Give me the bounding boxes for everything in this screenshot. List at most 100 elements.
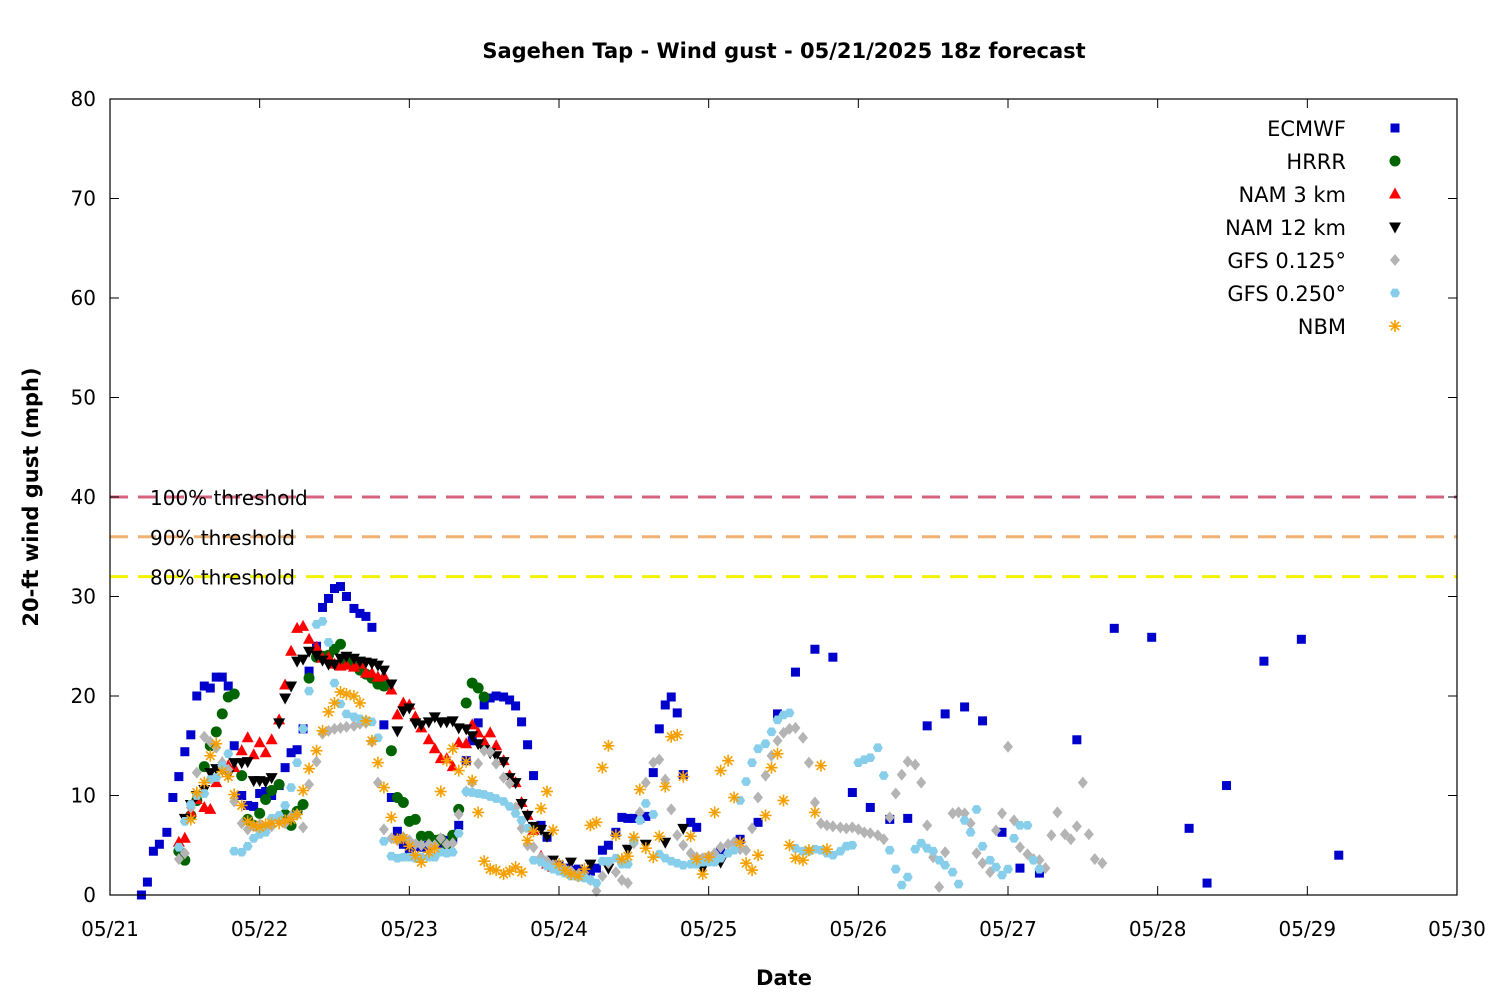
data-point-ecmwf [473, 718, 483, 728]
data-point-gfs-0-250 [453, 828, 464, 838]
data-point-nam-12-km [328, 659, 341, 671]
data-point-ecmwf [1109, 623, 1119, 633]
y-tick-label: 0 [83, 883, 96, 907]
data-point-nam-3-km [204, 802, 217, 814]
data-point-hrrr [260, 793, 272, 805]
data-point-gfs-0-125 [435, 832, 446, 845]
data-point-gfs-0-125 [1014, 841, 1025, 854]
data-point-ecmwf [349, 603, 359, 613]
data-point-nbm [740, 857, 753, 870]
data-point-nam-12-km [584, 859, 597, 871]
data-point-nbm [789, 852, 802, 865]
x-tick-label: 05/30 [1428, 917, 1486, 941]
data-point-gfs-0-125 [610, 866, 621, 879]
data-point-gfs-0-125 [953, 806, 964, 819]
data-point-gfs-0-250 [934, 855, 945, 865]
data-point-ecmwf [499, 692, 509, 702]
data-point-nbm [734, 836, 747, 849]
x-tick-label: 05/23 [381, 917, 439, 941]
data-point-nam-12-km [564, 857, 577, 869]
data-point-gfs-0-125 [821, 819, 832, 832]
data-point-nam-12-km [285, 681, 298, 693]
data-point-nbm [696, 868, 709, 881]
data-point-gfs-0-250 [971, 805, 982, 814]
legend-marker-ecmwf [1390, 123, 1400, 133]
data-point-gfs-0-125 [971, 847, 982, 860]
data-point-gfs-0-250 [928, 846, 939, 856]
data-point-gfs-0-125 [947, 807, 958, 820]
data-point-nam-12-km [415, 720, 428, 732]
data-point-gfs-0-125 [784, 722, 795, 735]
data-point-nbm [746, 864, 759, 877]
data-point-nbm [714, 764, 727, 777]
data-point-ecmwf [205, 683, 215, 693]
data-point-hrrr [273, 779, 285, 791]
series-nbm [184, 686, 833, 883]
data-point-ecmwf [1202, 878, 1212, 888]
data-point-nbm [265, 817, 278, 830]
data-point-nam-12-km [497, 757, 510, 769]
threshold-lines: 100% threshold 90% threshold 80% threshold [110, 486, 1457, 590]
data-point-nam-3-km [365, 666, 378, 678]
data-point-nam-12-km [515, 798, 528, 810]
data-point-nbm [452, 764, 465, 777]
data-point-ecmwf [304, 666, 314, 676]
data-point-nbm [385, 811, 398, 824]
data-point-nbm [403, 840, 416, 853]
data-point-gfs-0-250 [772, 715, 783, 725]
data-point-nbm [497, 868, 510, 881]
data-point-ecmwf [1184, 823, 1194, 833]
data-point-nam-12-km [259, 777, 272, 789]
data-point-nam-12-km [385, 679, 398, 691]
data-point-ecmwf [623, 813, 633, 823]
data-point-gfs-0-250 [185, 800, 196, 809]
data-point-gfs-0-250 [280, 801, 291, 810]
data-point-nbm [190, 786, 203, 799]
data-point-nam-12-km [310, 650, 323, 662]
data-point-gfs-0-125 [491, 757, 502, 770]
x-tick-label: 05/25 [680, 917, 738, 941]
data-point-gfs-0-125 [372, 776, 383, 789]
data-point-nbm [659, 780, 672, 793]
data-point-ecmwf [585, 866, 595, 876]
legend-label-ecmwf: ECMWF [1267, 117, 1346, 141]
data-point-gfs-0-125 [753, 791, 764, 804]
legend-marker-gfs-0-125 [1390, 254, 1400, 266]
data-point-gfs-0-250 [747, 758, 758, 767]
data-point-nam-12-km [241, 757, 254, 769]
data-point-gfs-0-250 [242, 841, 253, 851]
data-point-gfs-0-125 [672, 829, 683, 842]
data-point-nbm [353, 696, 366, 709]
data-point-nbm [541, 785, 554, 798]
data-point-hrrr [334, 638, 346, 650]
data-point-gfs-0-250 [372, 733, 383, 743]
data-point-nbm [478, 855, 491, 868]
data-point-gfs-0-125 [772, 734, 783, 747]
data-point-ecmwf [318, 602, 328, 612]
data-point-nbm [578, 863, 591, 876]
data-point-nam-12-km [347, 653, 360, 665]
data-point-gfs-0-250 [902, 872, 913, 882]
x-tick-label: 05/28 [1129, 917, 1187, 941]
data-point-gfs-0-125 [991, 824, 1002, 837]
data-point-ecmwf [335, 582, 345, 592]
data-point-gfs-0-125 [329, 722, 340, 735]
data-point-gfs-0-125 [1089, 853, 1100, 866]
data-point-ecmwf [229, 741, 239, 751]
legend-marker-nam-3-km [1389, 187, 1401, 199]
x-tick-label: 05/27 [979, 917, 1037, 941]
data-point-gfs-0-125 [1003, 740, 1013, 753]
data-point-gfs-0-125 [1022, 848, 1033, 861]
data-point-ecmwf [654, 724, 664, 734]
data-point-nbm [783, 839, 796, 852]
data-point-ecmwf [261, 787, 271, 797]
data-point-nbm [777, 794, 790, 807]
data-point-nbm [820, 843, 833, 856]
data-point-gfs-0-125 [634, 806, 645, 819]
data-point-gfs-0-125 [884, 811, 895, 824]
data-point-gfs-0-250 [985, 855, 996, 865]
legend-label-nam-12-km: NAM 12 km [1225, 216, 1346, 240]
data-point-hrrr [472, 682, 484, 694]
data-point-nbm [198, 776, 211, 789]
data-series [136, 582, 1344, 900]
